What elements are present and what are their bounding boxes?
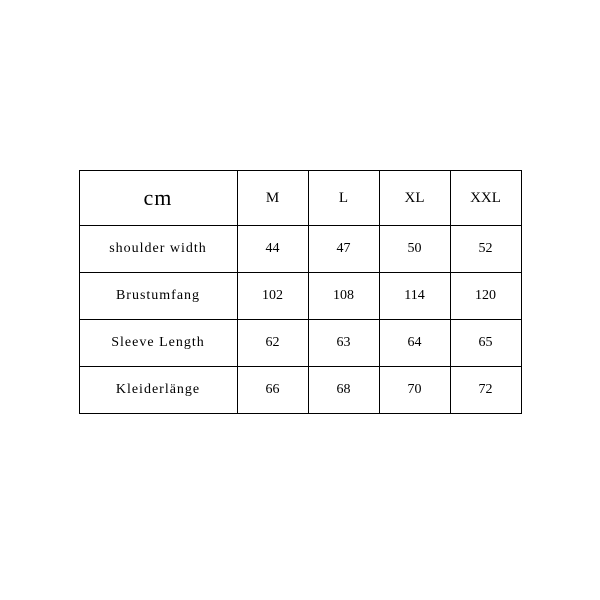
col-header: L <box>308 171 379 226</box>
cell: 70 <box>379 367 450 414</box>
cell: 44 <box>237 226 308 273</box>
cell: 47 <box>308 226 379 273</box>
cell: 114 <box>379 273 450 320</box>
col-header: M <box>237 171 308 226</box>
cell: 120 <box>450 273 521 320</box>
cell: 65 <box>450 320 521 367</box>
row-label: shoulder width <box>79 226 237 273</box>
page: cm M L XL XXL shoulder width 44 47 50 52… <box>0 0 600 600</box>
cell: 66 <box>237 367 308 414</box>
cell: 50 <box>379 226 450 273</box>
cell: 62 <box>237 320 308 367</box>
cell: 108 <box>308 273 379 320</box>
size-chart-table: cm M L XL XXL shoulder width 44 47 50 52… <box>79 170 522 414</box>
unit-label: cm <box>79 171 237 226</box>
cell: 52 <box>450 226 521 273</box>
col-header: XL <box>379 171 450 226</box>
col-header: XXL <box>450 171 521 226</box>
row-label: Kleiderlänge <box>79 367 237 414</box>
row-label: Brustumfang <box>79 273 237 320</box>
cell: 102 <box>237 273 308 320</box>
table-row: Kleiderlänge 66 68 70 72 <box>79 367 521 414</box>
table-row: Brustumfang 102 108 114 120 <box>79 273 521 320</box>
table-row: shoulder width 44 47 50 52 <box>79 226 521 273</box>
table-header-row: cm M L XL XXL <box>79 171 521 226</box>
cell: 68 <box>308 367 379 414</box>
cell: 64 <box>379 320 450 367</box>
row-label: Sleeve Length <box>79 320 237 367</box>
cell: 72 <box>450 367 521 414</box>
cell: 63 <box>308 320 379 367</box>
table-row: Sleeve Length 62 63 64 65 <box>79 320 521 367</box>
